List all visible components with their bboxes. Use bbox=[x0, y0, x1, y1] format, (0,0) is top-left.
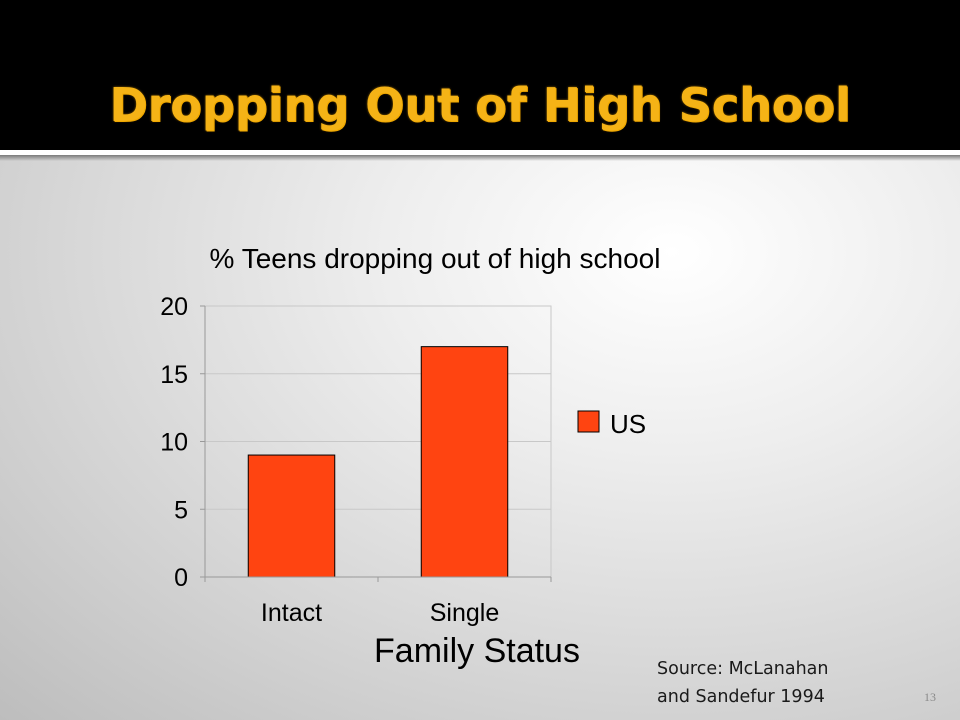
page-number: 13 bbox=[924, 690, 936, 704]
title-bar bbox=[0, 0, 960, 150]
bar-single bbox=[420, 346, 509, 578]
chart-title: % Teens dropping out of high school bbox=[210, 243, 661, 274]
source-line-2: and Sandefur 1994 bbox=[657, 687, 825, 707]
y-tick-label: 10 bbox=[160, 429, 188, 457]
y-tick-label: 15 bbox=[160, 361, 188, 389]
bar-intact bbox=[247, 454, 336, 578]
source-line-1: Source: McLanahan bbox=[657, 659, 829, 679]
title-divider bbox=[0, 150, 960, 155]
x-tick-label: Single bbox=[430, 599, 500, 627]
title-divider-shadow bbox=[0, 155, 960, 161]
y-tick-label: 5 bbox=[174, 496, 188, 524]
source-note: Source: McLanahan and Sandefur 1994 bbox=[657, 655, 897, 711]
legend-swatch bbox=[577, 410, 600, 433]
x-axis-label: Family Status bbox=[374, 632, 580, 670]
y-tick-label: 20 bbox=[160, 293, 188, 321]
legend-label: US bbox=[610, 409, 646, 439]
y-tick-label: 0 bbox=[174, 564, 188, 592]
slide-title: Dropping Out of High School bbox=[109, 78, 851, 132]
x-tick-label: Intact bbox=[261, 599, 322, 627]
